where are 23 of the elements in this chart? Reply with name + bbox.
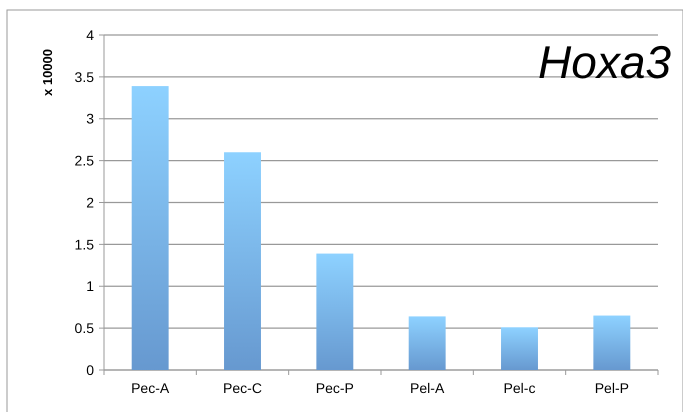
x-tick-label: Pec-C (223, 380, 262, 396)
bar (316, 254, 354, 370)
y-tick-label: 3 (86, 110, 94, 127)
y-tick-label: 3.5 (74, 68, 94, 85)
x-tick-label: Pec-P (316, 380, 354, 396)
x-tick-label: Pel-A (410, 380, 445, 396)
y-tick-label: 1.5 (74, 236, 94, 252)
bar (501, 327, 538, 370)
bar (132, 86, 169, 370)
x-tick-label: Pel-P (594, 380, 629, 396)
bar (224, 152, 261, 370)
y-tick-label: 0 (86, 362, 94, 378)
y-tick-label: 1 (86, 278, 94, 294)
x-tick-label: Pec-A (131, 380, 170, 396)
y-axis-title: x 10000 (40, 49, 55, 96)
y-tick-label: 2.5 (74, 152, 94, 169)
y-tick-label: 2 (86, 194, 94, 210)
chart-title: Hoxa3 (538, 36, 672, 88)
bar (408, 316, 446, 370)
y-tick-label: 4 (86, 26, 94, 43)
bar (593, 316, 630, 370)
y-tick-label: 0.5 (74, 320, 94, 336)
x-tick-label: Pel-c (504, 380, 536, 396)
